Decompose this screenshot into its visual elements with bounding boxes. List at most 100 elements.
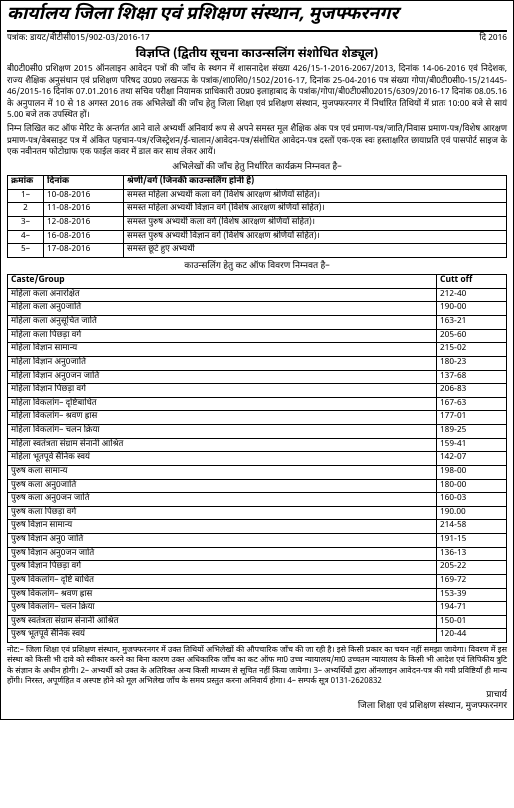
table-cell: 10-08-2016 xyxy=(44,189,124,203)
table-row: महिला कला अनु0जाति190-00 xyxy=(8,302,507,316)
table-cell: पुरुष विकलांग– श्रवण ह्रास xyxy=(8,588,437,602)
col-cutoff: Cutt off xyxy=(437,275,507,289)
table-row: महिला विकलांग– दृष्टिबाधित167-63 xyxy=(8,397,507,411)
table-cell: 205-60 xyxy=(437,329,507,343)
table-row: महिला विकलांग– श्रवण ह्रास177-01 xyxy=(8,411,507,425)
table-cell: 12-08-2016 xyxy=(44,217,124,231)
table-header-row: क्रमांक दिनांक श्रेणी/वर्ग (जिनकी काउन्स… xyxy=(8,176,507,190)
table-row: 3–12-08-2016समस्त पुरुष अभ्यर्थी कला वर्… xyxy=(8,217,507,231)
table-cell: 215-02 xyxy=(437,343,507,357)
table-cell: 194-71 xyxy=(437,602,507,616)
ref-date: दि 2016 xyxy=(479,34,507,45)
page-container: कार्यालय जिला शिक्षा एवं प्रशिक्षण संस्थ… xyxy=(0,0,514,720)
table-row: महिला विज्ञान सामान्य215-02 xyxy=(8,343,507,357)
table-header-row: Caste/Group Cutt off xyxy=(8,275,507,289)
table-cell: 153-39 xyxy=(437,588,507,602)
table-cell: 11-08-2016 xyxy=(44,203,124,217)
table-cell: 180-00 xyxy=(437,479,507,493)
table-cell: पुरुष विज्ञान सामान्य xyxy=(8,520,437,534)
table-row: पुरुष विज्ञान पिछड़ा वर्ग205-22 xyxy=(8,561,507,575)
table-cell: महिला विज्ञान अनु0जाति xyxy=(8,356,437,370)
table-cell: महिला विज्ञान पिछड़ा वर्ग xyxy=(8,384,437,398)
table-cell: महिला कला पिछड़ा वर्ग xyxy=(8,329,437,343)
table-cell: 142-07 xyxy=(437,452,507,466)
table-cell: 212-40 xyxy=(437,288,507,302)
sign-office: जिला शिक्षा एवं प्रशिक्षण संस्थान, मुजफ्… xyxy=(7,701,507,713)
table-row: पुरुष विकलांग– दृष्टि बाधित169-72 xyxy=(8,574,507,588)
reference-row: पत्रांक: डायट/बीटीसी015/902-03/2016-17 द… xyxy=(7,34,507,45)
table-cell: 2 xyxy=(8,203,44,217)
table-cell: 17-08-2016 xyxy=(44,244,124,258)
ref-number: पत्रांक: डायट/बीटीसी015/902-03/2016-17 xyxy=(7,34,150,45)
table-row: महिला कला पिछड़ा वर्ग205-60 xyxy=(8,329,507,343)
table-cell: समस्त पुरुष अभ्यर्थी विज्ञान वर्ग (विशेष… xyxy=(124,230,507,244)
table-cell: 163-21 xyxy=(437,316,507,330)
table-cell: पुरुष कला अनु0जाति xyxy=(8,479,437,493)
table-row: पुरुष कला अनु0जन जाति160-03 xyxy=(8,493,507,507)
table-row: महिला कला अनुसूचित जाति163-21 xyxy=(8,316,507,330)
table-cell: महिला विकलांग– दृष्टिबाधित xyxy=(8,397,437,411)
table-row: पुरुष विकलांग– चलन क्रिया194-71 xyxy=(8,602,507,616)
table-cell: पुरुष विकलांग– दृष्टि बाधित xyxy=(8,574,437,588)
table-cell: 198-00 xyxy=(437,465,507,479)
table-row: महिला विज्ञान पिछड़ा वर्ग206-83 xyxy=(8,384,507,398)
table-cell: 5– xyxy=(8,244,44,258)
table-cell: समस्त पुरुष अभ्यर्थी कला वर्ग (विशेष आरक… xyxy=(124,217,507,231)
table-cell: महिला विज्ञान अनु0जन जाति xyxy=(8,370,437,384)
table-row: पुरुष विज्ञान अनु0 जाति191-15 xyxy=(8,534,507,548)
col-category: श्रेणी/वर्ग (जिनकी काउन्सलिंग होनी है) xyxy=(124,176,507,190)
table-cell: 190.00 xyxy=(437,506,507,520)
table-row: महिला कला अनारक्षित212-40 xyxy=(8,288,507,302)
table-cell: 160-03 xyxy=(437,493,507,507)
table-cell: महिला कला अनुसूचित जाति xyxy=(8,316,437,330)
cutoff-table: Caste/Group Cutt off महिला कला अनारक्षित… xyxy=(7,274,507,643)
table-cell: 167-63 xyxy=(437,397,507,411)
table-cell: पुरुष कला अनु0जन जाति xyxy=(8,493,437,507)
table-row: पुरुष कला अनु0जाति180-00 xyxy=(8,479,507,493)
table-cell: 169-72 xyxy=(437,574,507,588)
table-cell: महिला विकलांग– चलन क्रिया xyxy=(8,425,437,439)
schedule-table: क्रमांक दिनांक श्रेणी/वर्ग (जिनकी काउन्स… xyxy=(7,175,507,258)
table-cell: महिला कला अनु0जाति xyxy=(8,302,437,316)
table-row: पुरुष कला पिछड़ा वर्ग190.00 xyxy=(8,506,507,520)
footer-note: नोट:– जिला शिक्षा एवं प्रशिक्षण संस्थान,… xyxy=(7,646,507,688)
table-row: महिला विकलांग– चलन क्रिया189-25 xyxy=(8,425,507,439)
table-cell: 1– xyxy=(8,189,44,203)
office-title: कार्यालय जिला शिक्षा एवं प्रशिक्षण संस्थ… xyxy=(7,5,507,32)
table-cell: समस्त महिला अभ्यर्थी विज्ञान वर्ग (विशेष… xyxy=(124,203,507,217)
table-cell: पुरुष कला पिछड़ा वर्ग xyxy=(8,506,437,520)
table-row: पुरुष विकलांग– श्रवण ह्रास153-39 xyxy=(8,588,507,602)
table-cell: पुरुष कला सामान्य xyxy=(8,465,437,479)
para-2: निम्न लिखित कट ऑफ मेरिट के अन्तर्गत आने … xyxy=(7,124,507,158)
table-cell: महिला स्वतंत्रता संग्राम सेनानी आश्रित xyxy=(8,438,437,452)
table-cell: 190-00 xyxy=(437,302,507,316)
table-cell: पुरुष विकलांग– चलन क्रिया xyxy=(8,602,437,616)
table-cell: महिला विज्ञान सामान्य xyxy=(8,343,437,357)
table-row: पुरुष विज्ञान अनु0जन जाति136-13 xyxy=(8,547,507,561)
table-cell: 191-15 xyxy=(437,534,507,548)
table-cell: समस्त महिला अभ्यर्थी कला वर्ग (विशेष आरक… xyxy=(124,189,507,203)
table-row: 4–16-08-2016समस्त पुरुष अभ्यर्थी विज्ञान… xyxy=(8,230,507,244)
table-cell: 136-13 xyxy=(437,547,507,561)
cutoff-heading: काउन्सलिंग हेतु कट ऑफ विवरण निम्नवत है– xyxy=(7,261,507,272)
table-row: पुरुष विज्ञान सामान्य214-58 xyxy=(8,520,507,534)
table-cell: 16-08-2016 xyxy=(44,230,124,244)
table-row: 5–17-08-2016समस्त छूटे हुए अभ्यर्थी xyxy=(8,244,507,258)
table-row: 211-08-2016समस्त महिला अभ्यर्थी विज्ञान … xyxy=(8,203,507,217)
col-serial: क्रमांक xyxy=(8,176,44,190)
col-caste: Caste/Group xyxy=(8,275,437,289)
table-row: 1–10-08-2016समस्त महिला अभ्यर्थी कला वर्… xyxy=(8,189,507,203)
table-cell: 120-44 xyxy=(437,629,507,643)
table-cell: 137-68 xyxy=(437,370,507,384)
table-row: महिला विज्ञान अनु0जाति180-23 xyxy=(8,356,507,370)
notice-heading: विज्ञप्ति (द्वितीय सूचना काउन्सलिंग संशो… xyxy=(7,47,507,62)
table-cell: पुरुष विज्ञान पिछड़ा वर्ग xyxy=(8,561,437,575)
table-cell: पुरुष विज्ञान अनु0 जाति xyxy=(8,534,437,548)
table-cell: 180-23 xyxy=(437,356,507,370)
table-cell: 206-83 xyxy=(437,384,507,398)
table-row: महिला विज्ञान अनु0जन जाति137-68 xyxy=(8,370,507,384)
table-row: पुरुष भूतपूर्व सैनिक स्वयं120-44 xyxy=(8,629,507,643)
table-cell: 189-25 xyxy=(437,425,507,439)
table-cell: 150-01 xyxy=(437,615,507,629)
table-cell: पुरुष भूतपूर्व सैनिक स्वयं xyxy=(8,629,437,643)
